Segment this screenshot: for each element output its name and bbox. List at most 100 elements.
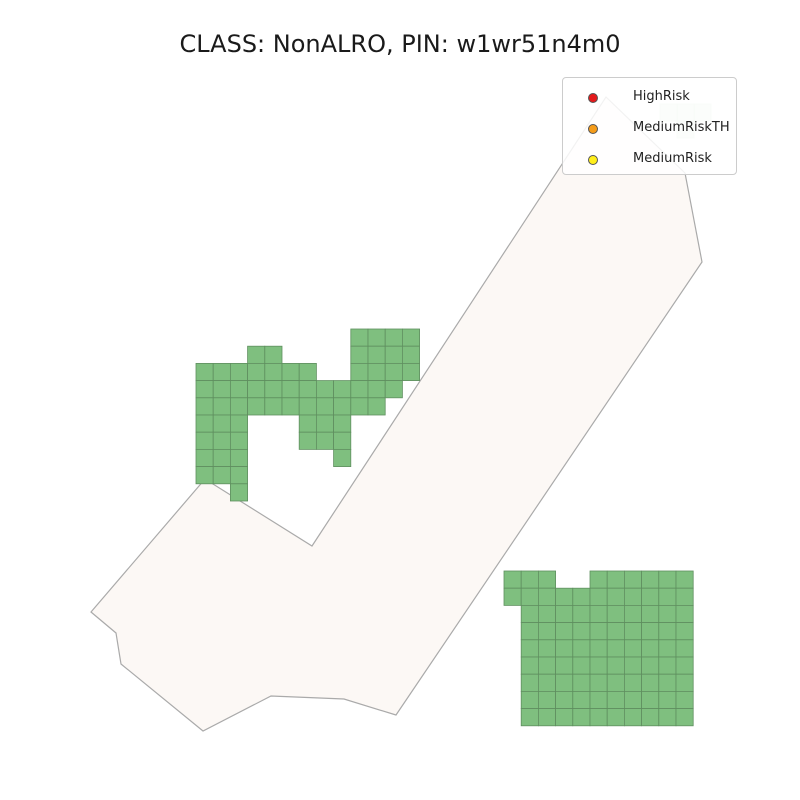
grid-cell: [520, 673, 539, 692]
grid-cell: [298, 380, 317, 399]
grid-cell: [520, 570, 539, 589]
grid-cell: [281, 397, 300, 416]
grid-cell: [538, 656, 557, 675]
grid-cell: [641, 622, 660, 641]
grid-cell: [675, 673, 694, 692]
grid-cell: [658, 708, 677, 727]
grid-cell: [367, 345, 386, 364]
grid-cell: [606, 708, 625, 727]
grid-cell: [212, 362, 231, 381]
grid-cell: [572, 656, 591, 675]
grid-cell: [520, 622, 539, 641]
grid-cell: [555, 639, 574, 658]
grid-cell: [555, 605, 574, 624]
grid-cell: [333, 448, 352, 467]
grid-cell: [247, 345, 266, 364]
legend-label: MediumRisk: [633, 151, 712, 166]
grid-cell: [675, 639, 694, 658]
grid-cell: [555, 691, 574, 710]
grid-cell: [641, 656, 660, 675]
grid-cell: [212, 466, 231, 485]
grid-cell: [315, 431, 334, 450]
grid-cell: [641, 691, 660, 710]
grid-cell: [212, 431, 231, 450]
legend-item: MediumRisk: [563, 151, 738, 171]
grid-cell: [247, 397, 266, 416]
grid-cell: [367, 362, 386, 381]
grid-cell: [572, 605, 591, 624]
grid-cell: [538, 639, 557, 658]
grid-cell: [195, 362, 214, 381]
grid-cell: [606, 622, 625, 641]
grid-cell: [384, 345, 403, 364]
grid-cell: [212, 448, 231, 467]
grid-cell: [195, 414, 214, 433]
grid-cell: [315, 397, 334, 416]
grid-cell: [195, 397, 214, 416]
grid-cell: [264, 380, 283, 399]
grid-cell: [281, 362, 300, 381]
grid-cell: [641, 673, 660, 692]
grid-cell: [401, 345, 420, 364]
grid-cell: [555, 587, 574, 606]
grid-cell: [520, 587, 539, 606]
grid-cell: [624, 570, 643, 589]
grid-cell: [350, 345, 369, 364]
grid-cell: [675, 656, 694, 675]
grid-cell: [520, 708, 539, 727]
legend-item: MediumRiskTH: [563, 120, 738, 140]
grid-cell: [606, 605, 625, 624]
grid-cell: [229, 397, 248, 416]
grid-cell: [589, 570, 608, 589]
grid-cell: [315, 414, 334, 433]
grid-cell: [624, 605, 643, 624]
grid-cell: [624, 622, 643, 641]
grid-cell: [675, 708, 694, 727]
grid-cell: [350, 380, 369, 399]
grid-cell: [384, 362, 403, 381]
grid-cluster-southeast: [503, 570, 694, 727]
grid-cell: [503, 587, 522, 606]
grid-cell: [572, 587, 591, 606]
grid-cell: [401, 362, 420, 381]
grid-cell: [503, 570, 522, 589]
grid-cell: [675, 587, 694, 606]
grid-cell: [333, 414, 352, 433]
parcel-polygon: [90, 96, 703, 732]
grid-cell: [624, 656, 643, 675]
grid-cell: [675, 691, 694, 710]
grid-cell: [658, 622, 677, 641]
grid-cell: [367, 380, 386, 399]
grid-cell: [624, 708, 643, 727]
grid-cell: [606, 691, 625, 710]
legend-marker-icon: [588, 155, 598, 165]
grid-cell: [264, 362, 283, 381]
grid-cell: [229, 448, 248, 467]
grid-cell: [229, 483, 248, 502]
grid-cell: [606, 587, 625, 606]
grid-cell: [675, 570, 694, 589]
grid-cell: [675, 605, 694, 624]
grid-cell: [298, 397, 317, 416]
grid-cell: [589, 622, 608, 641]
grid-cell: [658, 605, 677, 624]
grid-cell: [572, 639, 591, 658]
grid-cell: [538, 605, 557, 624]
legend-label: HighRisk: [633, 89, 690, 104]
legend-item: HighRisk: [563, 89, 738, 109]
grid-cluster-northwest: [195, 328, 420, 502]
grid-cell: [572, 708, 591, 727]
grid-cell: [641, 639, 660, 658]
grid-cell: [675, 622, 694, 641]
grid-cell: [298, 362, 317, 381]
legend-marker-icon: [588, 93, 598, 103]
grid-cell: [641, 605, 660, 624]
grid-cell: [658, 587, 677, 606]
grid-cell: [606, 673, 625, 692]
grid-cell: [572, 673, 591, 692]
grid-cell: [247, 380, 266, 399]
grid-cell: [624, 587, 643, 606]
grid-cell: [606, 639, 625, 658]
grid-cell: [641, 587, 660, 606]
